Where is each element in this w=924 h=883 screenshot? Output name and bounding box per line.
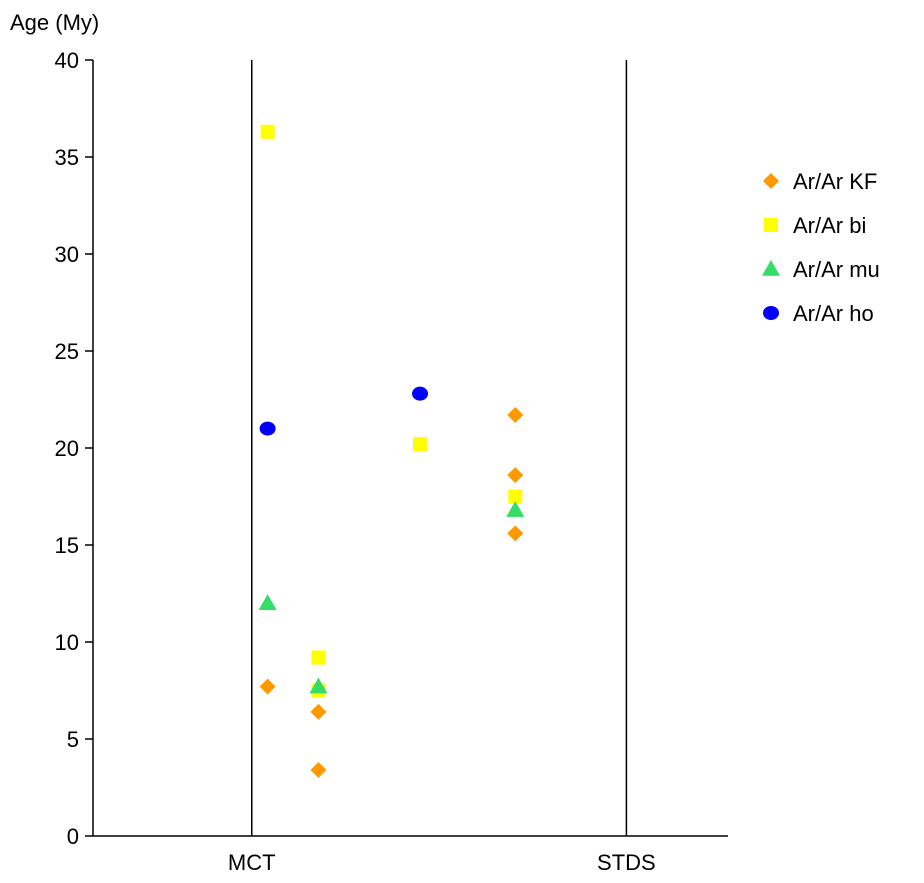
data-point — [507, 525, 524, 542]
y-tick-label: 20 — [55, 436, 79, 461]
data-point — [507, 407, 524, 424]
legend: Ar/Ar KF Ar/Ar bi Ar/Ar mu Ar/Ar ho — [762, 169, 880, 326]
data-point — [310, 762, 327, 779]
data-point — [508, 489, 523, 504]
y-tick-label: 10 — [55, 630, 79, 655]
legend-marker — [764, 218, 778, 232]
data-point — [311, 650, 326, 665]
legend-marker — [762, 260, 780, 276]
y-tick-label: 35 — [55, 145, 79, 170]
y-tick-label: 0 — [67, 824, 79, 849]
data-point — [413, 437, 428, 452]
legend-label: Ar/Ar mu — [793, 257, 880, 282]
reference-line-group: MCT STDS — [228, 60, 656, 875]
data-point — [412, 386, 429, 401]
legend-label: Ar/Ar bi — [793, 213, 866, 238]
legend-marker — [763, 306, 779, 320]
y-axis-label: Age (My) — [10, 10, 99, 35]
y-tick-label: 15 — [55, 533, 79, 558]
y-tick-label: 30 — [55, 242, 79, 267]
y-tick-label: 25 — [55, 339, 79, 364]
data-point — [259, 421, 276, 436]
data-point — [507, 467, 524, 484]
legend-label: Ar/Ar ho — [793, 301, 874, 326]
reference-line-label: MCT — [228, 850, 276, 875]
legend-marker — [763, 173, 779, 189]
y-tick-group: 0 5 10 15 20 25 30 35 40 — [55, 48, 93, 849]
data-point — [310, 703, 327, 720]
legend-label: Ar/Ar KF — [793, 169, 877, 194]
y-tick-label: 40 — [55, 48, 79, 73]
data-point — [309, 677, 328, 694]
data-point — [506, 501, 525, 517]
data-point — [258, 594, 277, 610]
data-point — [260, 124, 275, 139]
data-point — [259, 678, 276, 695]
reference-line-label: STDS — [597, 850, 656, 875]
data-point-group — [258, 124, 525, 779]
y-tick-label: 5 — [67, 727, 79, 752]
